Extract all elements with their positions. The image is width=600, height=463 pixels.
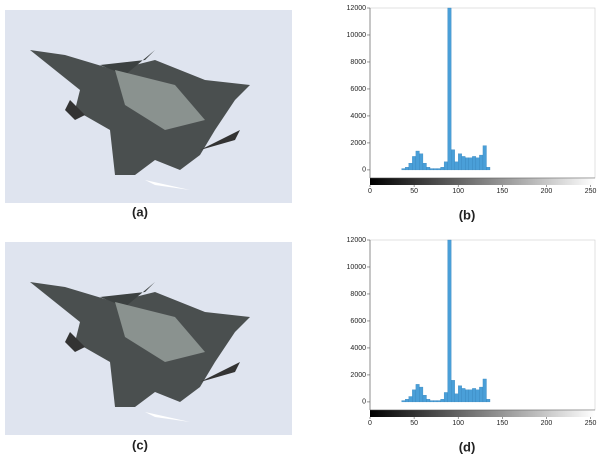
panel-label: (b) xyxy=(459,207,476,222)
bar xyxy=(436,168,441,171)
photo-original xyxy=(5,10,292,203)
y-tick-label: 2000 xyxy=(350,140,366,147)
x-tick-label: 100 xyxy=(452,420,464,427)
bar xyxy=(465,389,469,403)
gray-scale-bar xyxy=(370,178,595,185)
bar xyxy=(440,399,445,403)
bar xyxy=(454,161,459,171)
y-tick-label: 6000 xyxy=(350,86,366,93)
y-tick-label: 2000 xyxy=(350,372,366,379)
bar xyxy=(486,399,491,403)
bar xyxy=(419,386,424,403)
bar xyxy=(426,399,431,403)
x-tick-label: 0 xyxy=(368,188,372,195)
x-tick-label: 100 xyxy=(452,188,464,195)
y-tick-label: 4000 xyxy=(350,345,366,352)
x-tick-label: 150 xyxy=(497,188,509,195)
bar xyxy=(429,168,434,171)
bar xyxy=(408,396,413,403)
bar xyxy=(412,389,417,403)
bar xyxy=(422,395,427,403)
bar xyxy=(443,392,448,403)
x-tick-label: 50 xyxy=(410,188,418,195)
x-tick-label: 200 xyxy=(541,188,553,195)
panel-label: (d) xyxy=(459,439,476,454)
bar xyxy=(458,153,462,171)
y-tick-label: 4000 xyxy=(350,113,366,120)
bar xyxy=(408,163,413,171)
bar xyxy=(479,386,484,403)
y-tick-label: 0 xyxy=(362,399,366,406)
y-tick-label: 8000 xyxy=(350,291,366,298)
bar xyxy=(479,154,484,171)
bar xyxy=(422,163,427,171)
gray-scale-bar xyxy=(370,410,595,417)
bar xyxy=(433,168,438,171)
bar xyxy=(468,389,473,403)
bar xyxy=(454,393,459,403)
bar xyxy=(436,400,441,403)
y-tick-label: 12000 xyxy=(347,5,367,12)
x-tick-label: 250 xyxy=(585,420,597,427)
bar xyxy=(472,156,477,171)
bar xyxy=(472,388,477,403)
photo-processed xyxy=(5,242,292,435)
bar xyxy=(415,150,420,171)
bar xyxy=(433,400,438,403)
y-tick-label: 6000 xyxy=(350,318,366,325)
bar xyxy=(401,168,406,171)
bar xyxy=(482,145,487,171)
panel-label: (a) xyxy=(132,204,148,219)
plot-frame xyxy=(369,239,596,411)
panel-label: (c) xyxy=(132,437,148,452)
x-tick-label: 250 xyxy=(585,188,597,195)
bar xyxy=(440,167,445,171)
x-tick-label: 0 xyxy=(368,420,372,427)
bar xyxy=(482,378,487,403)
bar xyxy=(401,400,406,403)
y-tick-label: 0 xyxy=(362,167,366,174)
bar xyxy=(419,153,424,171)
x-tick-label: 200 xyxy=(541,420,553,427)
bar xyxy=(461,388,466,403)
bar xyxy=(447,7,452,171)
bar xyxy=(475,389,480,403)
y-tick-label: 10000 xyxy=(347,264,367,271)
bar xyxy=(426,167,431,171)
bar xyxy=(405,399,409,403)
y-tick-label: 8000 xyxy=(350,59,366,66)
bar xyxy=(443,161,448,171)
bar xyxy=(429,400,434,403)
x-tick-label: 50 xyxy=(410,420,418,427)
bar xyxy=(458,385,462,403)
bar xyxy=(451,149,455,171)
bar xyxy=(465,157,469,171)
plot-frame xyxy=(369,7,596,179)
bar xyxy=(412,156,417,171)
bar xyxy=(475,157,480,171)
bar xyxy=(461,156,466,171)
bar xyxy=(405,167,409,171)
bar xyxy=(415,384,420,403)
y-tick-label: 10000 xyxy=(347,32,367,39)
bar xyxy=(451,380,455,403)
bar xyxy=(468,157,473,171)
bar xyxy=(486,167,491,171)
bar xyxy=(447,239,452,403)
y-tick-label: 12000 xyxy=(347,237,367,244)
x-tick-label: 150 xyxy=(497,420,509,427)
